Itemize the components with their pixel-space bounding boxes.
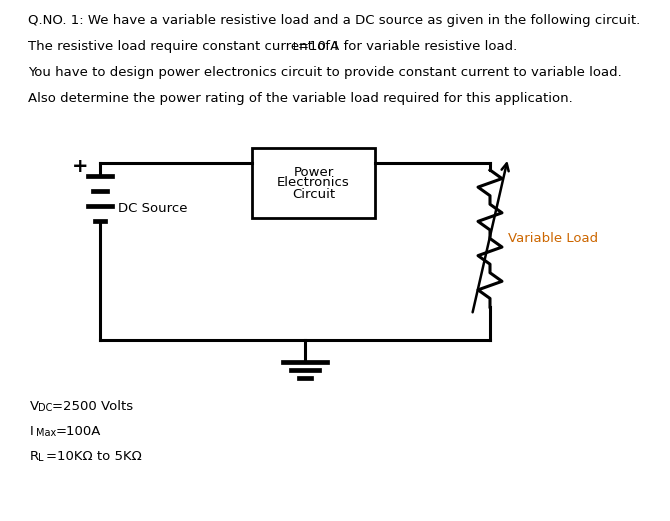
Text: V: V <box>30 400 39 413</box>
Text: L: L <box>293 43 298 53</box>
Text: Circuit: Circuit <box>292 188 335 201</box>
FancyBboxPatch shape <box>252 148 375 218</box>
Text: DC: DC <box>38 403 52 413</box>
Text: Electronics: Electronics <box>277 177 350 190</box>
Text: R: R <box>30 450 39 463</box>
Text: I: I <box>30 425 34 438</box>
Text: The resistive load require constant current of I: The resistive load require constant curr… <box>28 40 338 53</box>
Text: =100A: =100A <box>56 425 101 438</box>
Text: +: + <box>72 156 88 176</box>
Text: DC Source: DC Source <box>118 202 188 215</box>
Text: Power: Power <box>293 166 334 179</box>
Text: Also determine the power rating of the variable load required for this applicati: Also determine the power rating of the v… <box>28 92 573 105</box>
Text: =2500 Volts: =2500 Volts <box>52 400 133 413</box>
Text: =10KΩ to 5KΩ: =10KΩ to 5KΩ <box>46 450 142 463</box>
Text: Q.NO. 1: We have a variable resistive load and a DC source as given in the follo: Q.NO. 1: We have a variable resistive lo… <box>28 14 641 27</box>
Text: You have to design power electronics circuit to provide constant current to vari: You have to design power electronics cir… <box>28 66 622 79</box>
Text: Max: Max <box>36 428 56 438</box>
Text: L: L <box>38 453 44 463</box>
Text: Variable Load: Variable Load <box>508 232 598 245</box>
Text: =10 A for variable resistive load.: =10 A for variable resistive load. <box>298 40 518 53</box>
